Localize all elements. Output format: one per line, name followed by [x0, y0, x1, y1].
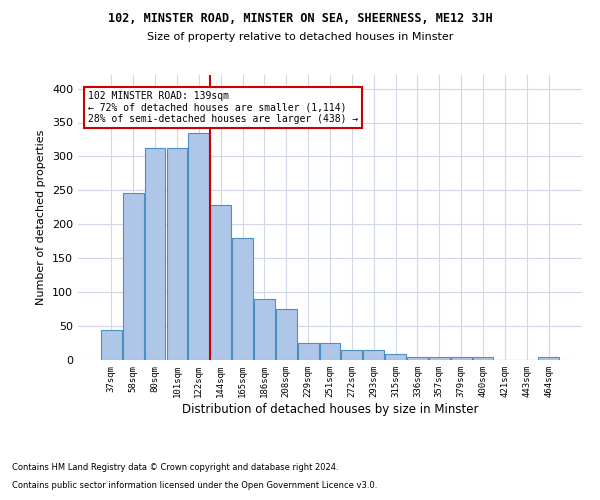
- Y-axis label: Number of detached properties: Number of detached properties: [37, 130, 46, 305]
- Bar: [385, 354, 406, 360]
- Bar: [364, 350, 384, 360]
- X-axis label: Distribution of detached houses by size in Minster: Distribution of detached houses by size …: [182, 402, 478, 415]
- Bar: [407, 358, 428, 360]
- Text: 102 MINSTER ROAD: 139sqm
← 72% of detached houses are smaller (1,114)
28% of sem: 102 MINSTER ROAD: 139sqm ← 72% of detach…: [88, 90, 358, 124]
- Bar: [101, 330, 122, 360]
- Bar: [232, 238, 253, 360]
- Bar: [254, 299, 275, 360]
- Bar: [473, 358, 493, 360]
- Bar: [320, 343, 340, 360]
- Bar: [276, 309, 296, 360]
- Text: Contains HM Land Registry data © Crown copyright and database right 2024.: Contains HM Land Registry data © Crown c…: [12, 464, 338, 472]
- Bar: [167, 148, 187, 360]
- Text: Contains public sector information licensed under the Open Government Licence v3: Contains public sector information licen…: [12, 481, 377, 490]
- Bar: [451, 356, 472, 360]
- Bar: [210, 206, 231, 360]
- Bar: [429, 356, 450, 360]
- Bar: [145, 148, 166, 360]
- Bar: [188, 132, 209, 360]
- Bar: [341, 350, 362, 360]
- Text: 102, MINSTER ROAD, MINSTER ON SEA, SHEERNESS, ME12 3JH: 102, MINSTER ROAD, MINSTER ON SEA, SHEER…: [107, 12, 493, 26]
- Bar: [298, 343, 319, 360]
- Bar: [538, 358, 559, 360]
- Bar: [123, 193, 143, 360]
- Text: Size of property relative to detached houses in Minster: Size of property relative to detached ho…: [147, 32, 453, 42]
